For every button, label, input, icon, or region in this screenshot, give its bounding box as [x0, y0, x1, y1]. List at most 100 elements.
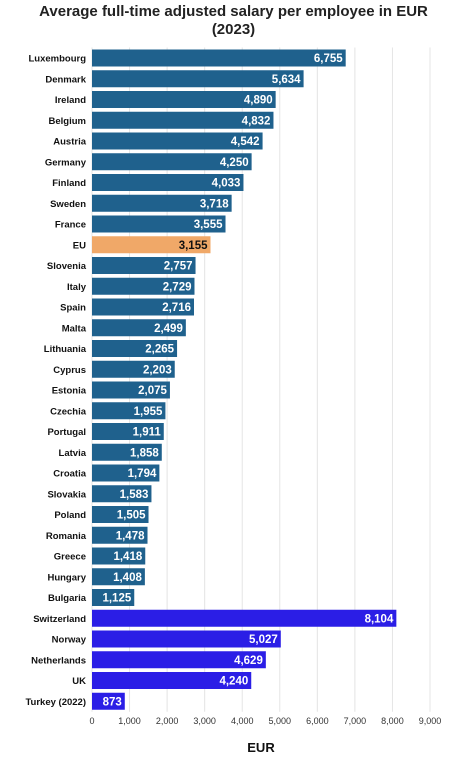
x-tick-label: 2,000 [156, 716, 179, 726]
value-label: 1,125 [102, 593, 131, 605]
bar-slovakia [92, 485, 152, 503]
category-label: Austria [53, 137, 86, 148]
value-label: 4,542 [231, 136, 260, 148]
value-label: 3,155 [179, 240, 208, 252]
bar-belgium [92, 111, 274, 129]
category-label: Luxembourg [28, 54, 86, 65]
value-label: 8,104 [365, 613, 394, 625]
value-label: 5,027 [249, 634, 278, 646]
category-label: Malta [62, 323, 87, 334]
bar-finland [92, 174, 244, 191]
bar-sweden [92, 194, 232, 212]
value-label: 4,629 [234, 655, 263, 667]
value-label: 1,858 [130, 447, 159, 459]
bar-bulgaria [92, 589, 135, 606]
bar-turkey-2022 [92, 692, 125, 710]
category-label: Lithuania [44, 344, 87, 355]
bar-luxembourg [92, 49, 346, 67]
category-label: Bulgaria [48, 593, 87, 604]
bar-spain [92, 298, 195, 316]
bar-romania [92, 526, 148, 544]
category-label: Romania [46, 531, 87, 542]
value-label: 1,408 [113, 572, 142, 584]
category-label: Denmark [45, 74, 86, 85]
value-label: 1,955 [134, 406, 163, 418]
bar-austria [92, 132, 263, 150]
value-label: 1,911 [133, 427, 162, 439]
x-tick-label: 4,000 [231, 716, 254, 726]
value-label: 4,832 [242, 115, 271, 127]
value-label: 5,634 [272, 74, 301, 86]
category-label: EU [73, 240, 86, 251]
bar-czechia [92, 402, 166, 420]
value-label: 2,075 [138, 385, 167, 397]
bar-denmark [92, 70, 304, 88]
value-label: 2,265 [145, 344, 174, 356]
category-label: Spain [60, 303, 86, 314]
category-label: Latvia [59, 448, 87, 459]
bar-estonia [92, 381, 170, 399]
value-label: 4,890 [244, 95, 273, 107]
bar-greece [92, 547, 146, 565]
value-label: 2,203 [143, 364, 172, 376]
bar-cyprus [92, 360, 175, 378]
bar-norway [92, 630, 281, 648]
bar-lithuania [92, 340, 178, 357]
category-label: Portugal [47, 427, 86, 438]
x-axis-label: EUR [247, 740, 275, 755]
x-tick-label: 3,000 [193, 716, 216, 726]
bar-croatia [92, 464, 160, 482]
chart-subtitle: (2023) [212, 21, 255, 38]
value-label: 1,418 [113, 551, 142, 563]
x-axis-ticks: 0 1,000 2,000 3,000 4,000 5,000 6,000 7,000 8,00… [89, 716, 441, 726]
value-label: 2,729 [163, 281, 192, 293]
value-label: 1,505 [117, 510, 146, 522]
bar-switzerland [92, 609, 397, 627]
chart-title: Average full-time adjusted salary per em… [39, 3, 428, 20]
category-label: Croatia [53, 469, 86, 480]
bar-hungary [92, 568, 145, 586]
category-label: Sweden [50, 199, 86, 210]
category-label: UK [72, 676, 86, 687]
category-label: Hungary [47, 572, 86, 583]
x-tick-label: 1,000 [118, 716, 141, 726]
category-label: Belgium [49, 116, 86, 127]
x-tick-label: 8,000 [381, 716, 404, 726]
category-label: Greece [54, 552, 86, 563]
value-label: 1,478 [116, 530, 145, 542]
value-label: 1,583 [120, 489, 149, 501]
x-tick-label: 0 [89, 716, 94, 726]
value-label: 2,499 [154, 323, 183, 335]
value-label: 1,794 [128, 468, 157, 480]
bar-france [92, 215, 226, 233]
category-label: Slovenia [47, 261, 87, 272]
value-label: 2,757 [164, 261, 193, 273]
bar-germany [92, 153, 252, 171]
value-label: 3,555 [194, 219, 223, 231]
x-tick-label: 6,000 [306, 716, 329, 726]
category-label: Turkey (2022) [25, 697, 86, 708]
bar-portugal [92, 423, 164, 440]
category-label: Slovakia [47, 489, 86, 500]
category-label: Switzerland [33, 614, 86, 625]
category-label: Germany [45, 157, 87, 168]
bar-ireland [92, 91, 276, 108]
category-label: Cyprus [53, 365, 86, 376]
value-label: 4,240 [219, 676, 248, 688]
value-label: 4,250 [220, 157, 249, 169]
bar-eu [92, 236, 211, 254]
category-label: Poland [54, 510, 86, 521]
bar-latvia [92, 443, 162, 461]
bar-poland [92, 506, 149, 523]
category-label: Czechia [50, 406, 87, 417]
value-label: 4,033 [212, 178, 241, 190]
x-tick-label: 9,000 [419, 716, 442, 726]
category-label: Estonia [52, 386, 87, 397]
category-label: Ireland [55, 95, 86, 106]
x-tick-label: 7,000 [344, 716, 367, 726]
bar-malta [92, 319, 186, 337]
bar-netherlands [92, 651, 266, 669]
category-label: France [55, 220, 86, 231]
category-label: Italy [67, 282, 87, 293]
